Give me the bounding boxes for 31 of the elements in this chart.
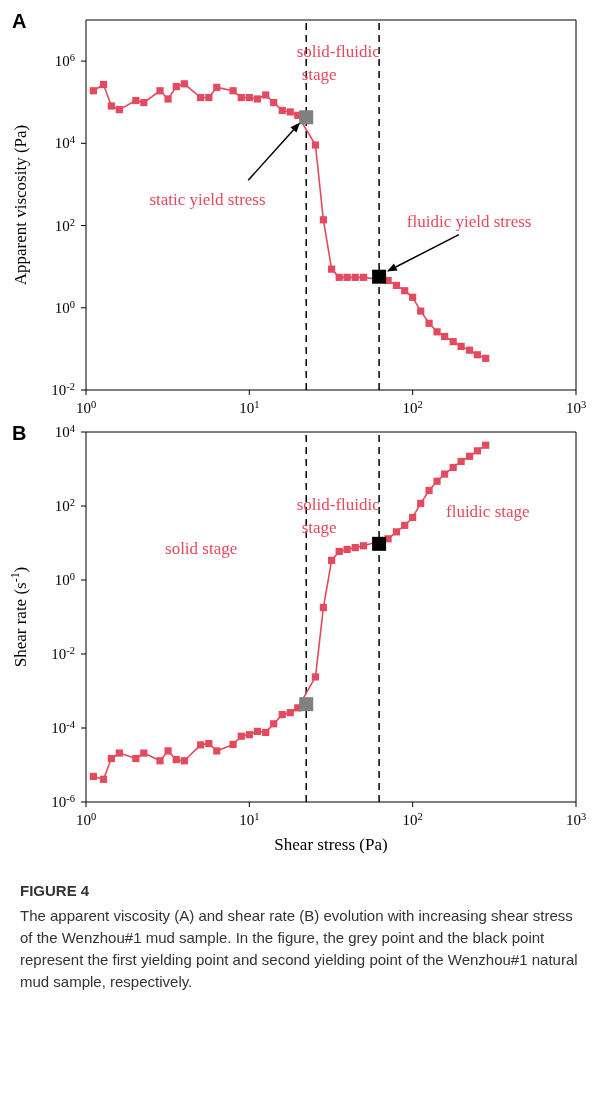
annotation: solid-fluidic stage [296,42,381,84]
annotation: solid-fluidic stage [296,494,381,537]
annotation: fluidic stage [446,502,530,522]
y-tick-label: 10$^{0}$ [54,570,75,588]
x-axis-title: Shear stress (Pa) [274,835,388,854]
y-tick-label: 10$^{-6}$ [51,792,75,810]
x-tick-label: 10$^{1}$ [239,810,260,828]
x-tick-label: 10$^{2}$ [402,810,423,828]
y-tick-label: 10$^{-2}$ [51,380,75,398]
chart-title: A [12,10,27,32]
text: The apparent viscosity (A) and shear rate (B) evolution with increasing shear stress of the Wenzhou#1 mud sample. In the figure, the grey point and the black point represent the first yielding point and second yielding point of the Wenzhou#1 natural mud sample, respectively. [20,906,579,992]
y-tick-label: 10$^{4}$ [54,422,76,440]
chart-title: B [12,422,27,444]
y-tick-label: 10$^{-4}$ [51,718,76,736]
caption: FIGURE 4 [20,882,91,899]
annotation: static yield stress [149,190,266,209]
y-tick-label: 10$^{-2}$ [51,644,75,662]
x-tick-label: 10$^{0}$ [75,810,97,828]
x-tick-label: 10$^{2}$ [402,398,423,416]
y-tick-label: 10$^{2}$ [54,216,75,234]
y-axis-title: Apparent viscosity (Pa) [11,124,30,286]
x-tick-label: 10$^{1}$ [239,398,260,416]
y-tick-label: 10$^{0}$ [54,298,75,316]
y-tick-label: 10$^{4}$ [54,133,76,152]
x-tick-label: 10$^{3}$ [565,810,587,828]
x-tick-label: 10$^{3}$ [565,398,587,416]
x-tick-label: 10$^{0}$ [75,398,97,416]
y-tick-label: 10$^{2}$ [54,496,75,514]
annotation: solid stage [165,539,238,559]
annotation: fluidic yield stress [406,211,532,231]
y-tick-label: 10$^{6}$ [54,51,75,70]
